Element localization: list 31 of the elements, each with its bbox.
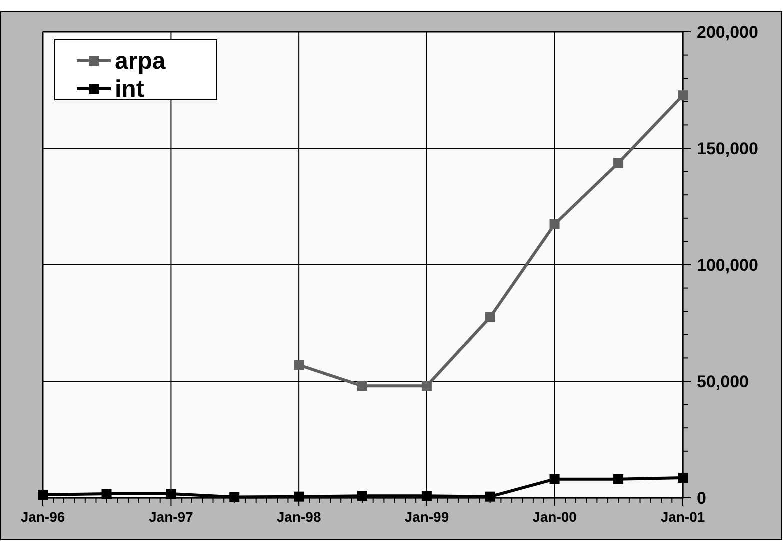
point	[485, 492, 496, 502]
x-tick-label: Jan-97	[149, 509, 194, 525]
point	[38, 490, 48, 500]
point	[550, 219, 560, 230]
point	[357, 381, 368, 392]
x-tick-label: Jan-00	[532, 509, 578, 525]
point	[230, 492, 240, 502]
y-tick-label: 0	[697, 489, 706, 508]
y-tick-label: 200,000	[697, 23, 758, 42]
point	[102, 489, 112, 500]
point	[614, 474, 624, 484]
point	[294, 492, 304, 502]
point	[678, 472, 688, 483]
point	[294, 360, 304, 370]
point	[422, 381, 432, 392]
point	[550, 474, 560, 484]
legend-label: arpa	[115, 48, 166, 75]
x-tick-label: Jan-98	[276, 509, 322, 525]
point	[678, 90, 688, 101]
legend-label: int	[115, 76, 144, 103]
point	[357, 491, 368, 502]
point	[422, 491, 432, 502]
y-tick-label: 150,000	[697, 140, 758, 158]
x-tick-label: Jan-96	[20, 509, 66, 525]
point	[166, 489, 176, 500]
x-tick-label: Jan-01	[660, 509, 706, 525]
y-tick-label: 50,000	[697, 372, 749, 392]
y-tick-label: 100,000	[697, 256, 758, 275]
point	[614, 158, 624, 168]
x-tick-label: Jan-99	[404, 509, 450, 525]
point	[485, 312, 496, 322]
